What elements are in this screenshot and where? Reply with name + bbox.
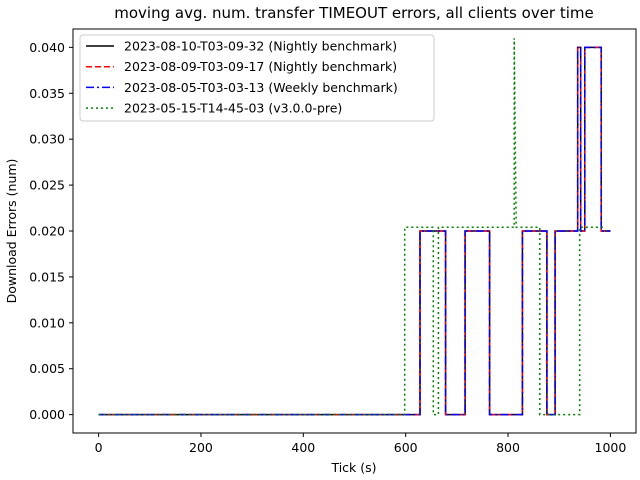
y-tick-label: 0.030 bbox=[29, 132, 65, 147]
x-tick-label: 0 bbox=[95, 440, 103, 455]
y-tick-label: 0.010 bbox=[29, 315, 65, 330]
y-tick-label: 0.025 bbox=[29, 178, 65, 193]
legend-label-3: 2023-08-05-T03-03-13 (Weekly benchmark) bbox=[124, 80, 398, 95]
y-tick-label: 0.005 bbox=[29, 361, 65, 376]
y-tick-label: 0.000 bbox=[29, 407, 65, 422]
x-tick-label: 600 bbox=[394, 440, 418, 455]
legend-label-2: 2023-08-09-T03-09-17 (Nightly benchmark) bbox=[124, 59, 397, 74]
y-tick-label: 0.020 bbox=[29, 224, 65, 239]
y-tick-label: 0.035 bbox=[29, 86, 65, 101]
y-axis-label: Download Errors (num) bbox=[4, 159, 19, 304]
legend: 2023-08-10-T03-09-32 (Nightly benchmark)… bbox=[79, 34, 435, 122]
legend-label-4: 2023-05-15-T14-45-03 (v3.0.0-pre) bbox=[124, 101, 342, 116]
legend-label-1: 2023-08-10-T03-09-32 (Nightly benchmark) bbox=[124, 39, 397, 54]
x-axis: 0 200 400 600 800 1000 bbox=[95, 433, 627, 455]
series-line-3 bbox=[98, 46, 611, 416]
x-tick-label: 200 bbox=[189, 440, 213, 455]
x-tick-label: 400 bbox=[291, 440, 315, 455]
x-tick-label: 1000 bbox=[595, 440, 627, 455]
x-tick-label: 800 bbox=[496, 440, 520, 455]
chart-title: moving avg. num. transfer TIMEOUT errors… bbox=[114, 4, 594, 22]
x-axis-label: Tick (s) bbox=[330, 460, 376, 475]
y-tick-label: 0.015 bbox=[29, 269, 65, 284]
plot-lines bbox=[98, 38, 611, 416]
series-line-4 bbox=[98, 38, 606, 416]
y-tick-label: 0.040 bbox=[29, 40, 65, 55]
legend-box bbox=[79, 34, 435, 122]
y-axis: 0.000 0.005 0.010 0.015 0.020 0.025 0.030 0.035… bbox=[29, 40, 73, 422]
